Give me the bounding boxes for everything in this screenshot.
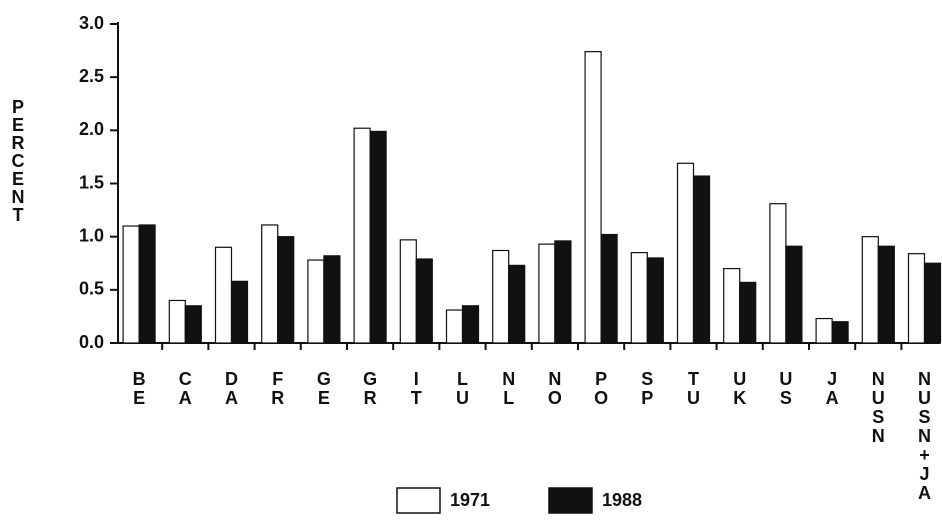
bar — [230, 280, 249, 344]
bar — [122, 225, 140, 344]
bar — [769, 203, 787, 344]
bar — [353, 127, 371, 344]
bar — [600, 233, 618, 344]
bar — [692, 175, 711, 344]
bar — [861, 236, 879, 344]
x-tick-label: N U S N + J A — [918, 369, 931, 503]
bar — [277, 236, 295, 344]
bar — [138, 224, 156, 344]
bar — [923, 262, 942, 344]
bar — [739, 281, 757, 344]
bar — [261, 224, 279, 344]
bar — [831, 321, 849, 344]
bar — [369, 130, 387, 344]
bar — [445, 309, 464, 344]
y-tick-label: 1.5 — [79, 172, 104, 192]
bar — [630, 252, 648, 344]
bar — [214, 246, 233, 344]
bar — [508, 264, 526, 344]
bar — [723, 267, 741, 344]
bar — [168, 299, 186, 344]
bar — [877, 245, 895, 344]
bar — [584, 51, 602, 344]
bar — [399, 239, 417, 344]
legend-swatch — [396, 487, 441, 514]
y-tick-label: 3.0 — [79, 13, 104, 33]
bar — [815, 317, 833, 344]
bar — [461, 305, 480, 344]
bar — [538, 243, 556, 344]
y-tick-label: 0.0 — [79, 332, 104, 352]
bar — [785, 245, 803, 344]
bar — [323, 255, 341, 344]
bar — [307, 259, 325, 344]
bar — [184, 305, 202, 344]
bar — [415, 258, 433, 344]
bar — [554, 240, 572, 344]
legend-label: 1988 — [602, 490, 642, 510]
y-tick-label: 1.0 — [79, 225, 104, 245]
legend-label: 1971 — [450, 490, 490, 510]
y-tick-label: 0.5 — [79, 279, 104, 299]
bar — [676, 162, 695, 344]
bar — [492, 249, 510, 344]
legend-swatch — [548, 487, 593, 514]
bar — [646, 257, 664, 344]
y-tick-label: 2.0 — [79, 119, 104, 139]
bar — [907, 253, 926, 344]
y-tick-label: 2.5 — [79, 66, 104, 86]
